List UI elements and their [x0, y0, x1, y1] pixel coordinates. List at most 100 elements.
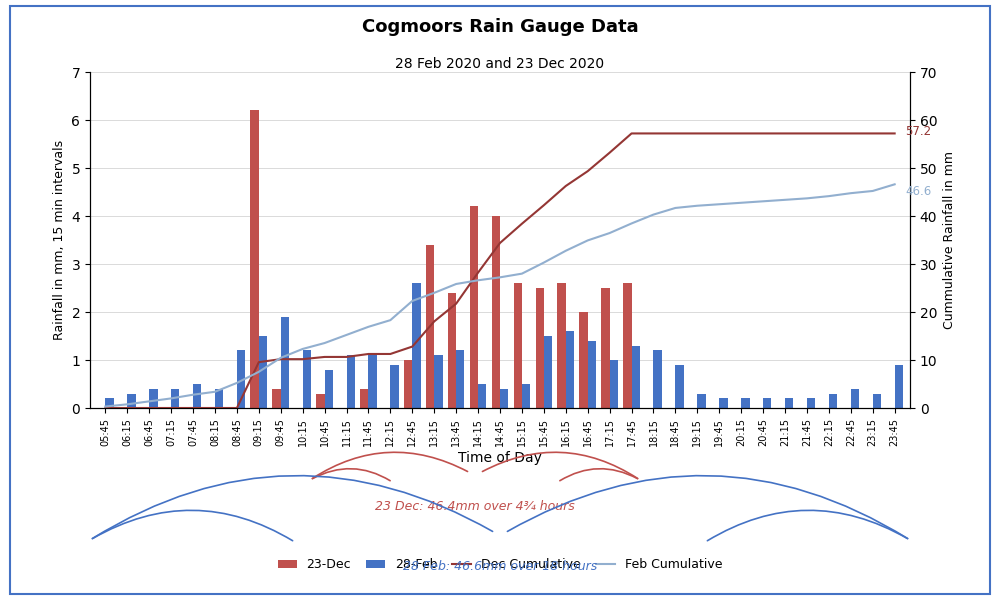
Feb Cumulative: [604, 229, 616, 236]
Bar: [368, 355, 377, 408]
Dec Cumulative: [99, 404, 111, 412]
Bar: [478, 384, 486, 408]
Feb Cumulative: [99, 403, 111, 410]
Dec Cumulative: [669, 130, 681, 137]
Bar: [632, 346, 640, 408]
Text: 23 Dec: 46.4mm over 4¾ hours: 23 Dec: 46.4mm over 4¾ hours: [375, 500, 575, 514]
Dec Cumulative: [494, 239, 506, 247]
Feb Cumulative: [341, 331, 353, 338]
Bar: [492, 216, 500, 408]
Bar: [851, 389, 859, 408]
Bar: [785, 398, 793, 408]
Bar: [623, 283, 632, 408]
Bar: [426, 245, 434, 408]
Bar: [500, 389, 508, 408]
Bar: [281, 317, 289, 408]
Bar: [763, 398, 771, 408]
Feb Cumulative: [450, 280, 462, 287]
Dec Cumulative: [341, 353, 353, 361]
Feb Cumulative: [406, 298, 418, 305]
Bar: [360, 389, 368, 408]
Dec Cumulative: [275, 356, 287, 363]
Bar: [873, 394, 881, 408]
Bar: [829, 394, 837, 408]
Dec Cumulative: [297, 356, 309, 363]
Dec Cumulative: [538, 202, 550, 209]
Bar: [544, 336, 552, 408]
Bar: [347, 355, 355, 408]
Bar: [522, 384, 530, 408]
Bar: [215, 389, 223, 408]
Bar: [566, 331, 574, 408]
Feb Cumulative: [560, 247, 572, 254]
Feb Cumulative: [253, 368, 265, 376]
Dec Cumulative: [319, 353, 331, 361]
Text: 57.2: 57.2: [906, 125, 932, 137]
Bar: [149, 389, 158, 408]
Feb Cumulative: [231, 379, 243, 386]
Y-axis label: Rainfall in mm, 15 min intervals: Rainfall in mm, 15 min intervals: [53, 140, 66, 340]
Feb Cumulative: [647, 211, 659, 218]
Bar: [272, 389, 281, 408]
Bar: [588, 341, 596, 408]
Feb Cumulative: [472, 277, 484, 284]
Bar: [390, 365, 399, 408]
Line: Dec Cumulative: Dec Cumulative: [105, 133, 895, 408]
Dec Cumulative: [187, 404, 199, 412]
Dec Cumulative: [867, 130, 879, 137]
Dec Cumulative: [516, 220, 528, 227]
Dec Cumulative: [779, 130, 791, 137]
Bar: [171, 389, 179, 408]
Bar: [470, 206, 478, 408]
Bar: [579, 312, 588, 408]
Feb Cumulative: [757, 197, 769, 205]
Dec Cumulative: [428, 318, 440, 325]
Bar: [741, 398, 750, 408]
Feb Cumulative: [779, 196, 791, 203]
Dec Cumulative: [757, 130, 769, 137]
Feb Cumulative: [735, 199, 747, 206]
Feb Cumulative: [845, 190, 857, 197]
Feb Cumulative: [691, 202, 703, 209]
Feb Cumulative: [494, 274, 506, 281]
Dec Cumulative: [604, 149, 616, 156]
Feb Cumulative: [187, 391, 199, 398]
Bar: [514, 283, 522, 408]
Bar: [895, 365, 903, 408]
Feb Cumulative: [669, 205, 681, 212]
Bar: [325, 370, 333, 408]
Bar: [237, 350, 245, 408]
Dec Cumulative: [560, 182, 572, 190]
Bar: [719, 398, 728, 408]
Feb Cumulative: [823, 193, 835, 200]
Bar: [653, 350, 662, 408]
Bar: [675, 365, 684, 408]
Dec Cumulative: [823, 130, 835, 137]
Bar: [250, 110, 259, 408]
Text: 46.6: 46.6: [906, 185, 932, 198]
Bar: [456, 350, 464, 408]
Bar: [303, 350, 311, 408]
Feb Cumulative: [889, 181, 901, 188]
Legend: 23-Dec, 28-Feb, Dec Cumulative, Feb Cumulative: 23-Dec, 28-Feb, Dec Cumulative, Feb Cumu…: [273, 553, 727, 577]
Dec Cumulative: [647, 130, 659, 137]
Bar: [610, 360, 618, 408]
Feb Cumulative: [428, 289, 440, 296]
Y-axis label: Cummulative Rainfall in mm: Cummulative Rainfall in mm: [943, 151, 956, 329]
Bar: [127, 394, 136, 408]
Feb Cumulative: [319, 340, 331, 347]
Bar: [193, 384, 201, 408]
X-axis label: Time of Day: Time of Day: [458, 451, 542, 466]
Dec Cumulative: [231, 404, 243, 412]
Dec Cumulative: [121, 404, 133, 412]
Bar: [259, 336, 267, 408]
Feb Cumulative: [801, 195, 813, 202]
Dec Cumulative: [384, 350, 396, 358]
Feb Cumulative: [362, 323, 374, 331]
Dec Cumulative: [450, 300, 462, 307]
Dec Cumulative: [735, 130, 747, 137]
Dec Cumulative: [165, 404, 177, 412]
Bar: [434, 355, 443, 408]
Feb Cumulative: [538, 259, 550, 266]
Dec Cumulative: [691, 130, 703, 137]
